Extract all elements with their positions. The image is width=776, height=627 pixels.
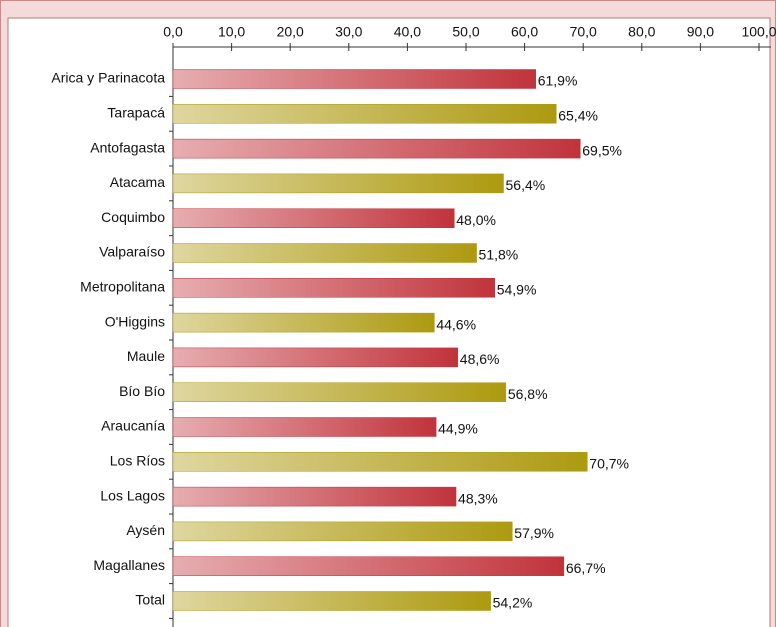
value-label: 61,9% (538, 73, 578, 89)
value-label: 44,6% (436, 316, 476, 332)
y-tick-label: Los Lagos (100, 487, 165, 503)
y-tick-label: Metropolitana (80, 279, 165, 295)
y-tick-label: Total (135, 592, 165, 608)
bar (172, 521, 513, 542)
value-label: 48,6% (460, 351, 500, 367)
x-tick-label: 70,0 (570, 24, 597, 40)
bar (172, 173, 504, 194)
y-tick-label: O'Higgins (105, 313, 165, 329)
value-label: 69,5% (582, 142, 622, 158)
y-tick-label: Coquimbo (101, 209, 165, 225)
x-tick-label: 0,0 (163, 24, 183, 40)
y-tick-label: Atacama (110, 174, 165, 190)
bar (172, 104, 557, 124)
value-label: 65,4% (558, 108, 598, 124)
bar (172, 417, 437, 437)
y-tick-label: Maule (127, 348, 165, 364)
y-tick-label: Antofagasta (90, 139, 165, 155)
y-tick-label: Aysén (126, 522, 165, 538)
bar (172, 243, 477, 263)
y-tick-label: Arica y Parinacota (51, 70, 165, 86)
bar (172, 382, 507, 402)
bar (172, 486, 457, 507)
value-label: 57,9% (514, 525, 554, 541)
y-tick-label: Tarapacá (107, 105, 165, 121)
bar (172, 278, 495, 298)
y-tick-label: Valparaíso (99, 244, 165, 260)
y-tick-label: Araucanía (101, 418, 165, 434)
bar (172, 347, 459, 368)
value-label: 54,9% (497, 282, 537, 298)
y-tick-label: Bío Bío (119, 383, 165, 399)
x-tick-label: 90,0 (687, 24, 714, 40)
value-label: 51,8% (479, 247, 519, 263)
bar (172, 556, 565, 576)
x-tick-label: 40,0 (394, 24, 421, 40)
value-label: 66,7% (566, 560, 606, 576)
bar (172, 312, 435, 333)
bar (172, 591, 491, 611)
x-tick-label: 20,0 (277, 24, 304, 40)
value-label: 48,0% (456, 212, 496, 228)
y-tick-label: Los Ríos (110, 453, 165, 469)
bar (172, 138, 581, 159)
value-label: 70,7% (589, 456, 629, 472)
value-label: 48,3% (458, 490, 498, 506)
x-tick-label: 30,0 (335, 24, 362, 40)
x-tick-label: 80,0 (628, 24, 655, 40)
x-tick-label: 50,0 (452, 24, 479, 40)
x-tick-label: 100,0 (741, 24, 776, 40)
value-label: 54,2% (493, 595, 533, 611)
y-tick-label: Magallanes (93, 557, 165, 573)
bar (172, 208, 455, 228)
x-tick-label: 60,0 (511, 24, 538, 40)
bar (172, 452, 588, 472)
value-label: 56,4% (506, 177, 546, 193)
value-label: 56,8% (508, 386, 548, 402)
value-label: 44,9% (438, 421, 478, 437)
bar (172, 69, 536, 89)
x-tick-label: 10,0 (218, 24, 245, 40)
